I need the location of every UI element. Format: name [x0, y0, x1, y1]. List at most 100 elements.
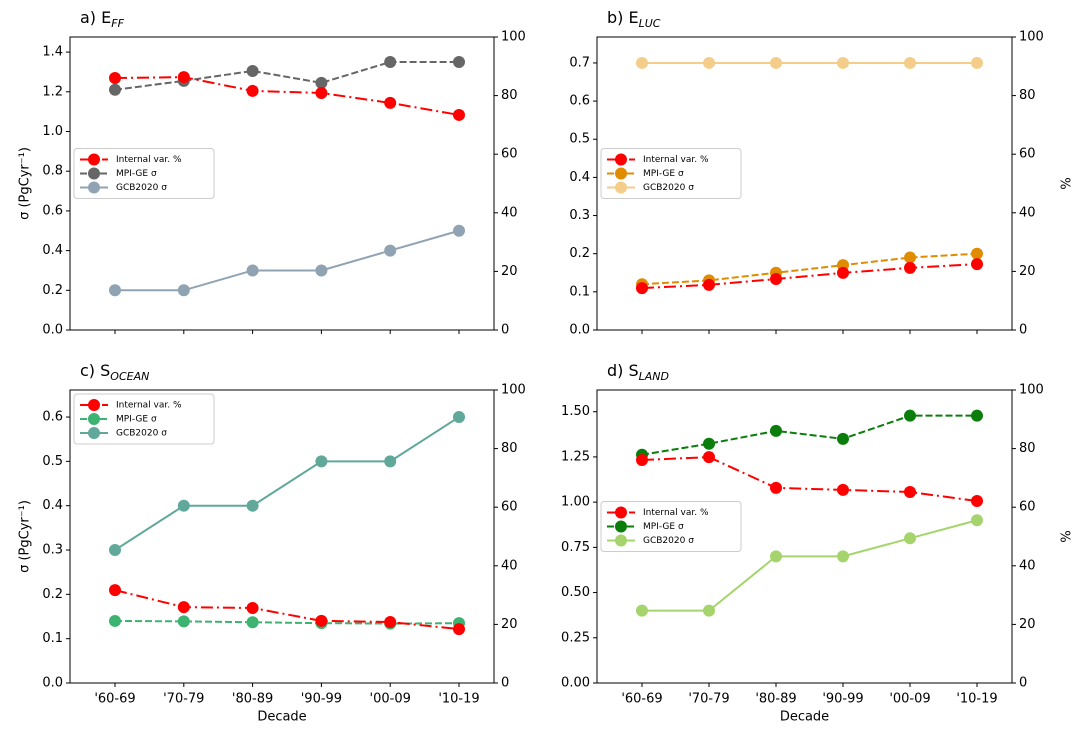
point [246, 84, 259, 97]
y-tick-label: 0.2 [42, 587, 63, 602]
y2-tick-label: 80 [1019, 88, 1036, 103]
legend-label: GCB2020 σ [116, 183, 167, 193]
y-tick-label: 0.6 [42, 203, 63, 218]
series-line [641, 456, 978, 503]
panel-title: b) ELUC [607, 8, 661, 30]
point [703, 278, 715, 291]
y-tick-label: 0.00 [561, 676, 590, 691]
point [384, 56, 397, 69]
y2-tick-label: 100 [1019, 383, 1044, 398]
point [971, 409, 983, 422]
x-axis-label: Decade [780, 710, 829, 725]
legend-box [73, 148, 215, 199]
x-tick-label: '70-79 [163, 692, 204, 707]
point [453, 108, 465, 121]
y-tick-label: 0.8 [42, 164, 63, 179]
legend-marker [615, 534, 627, 547]
y2-tick-label: 60 [501, 147, 518, 162]
plot-frame [596, 36, 1013, 331]
panel: a) EFF 0.0 0.2 0.4 0.6 0.8 1.0 1.2 1.4 0 20 40 60 80 1… [18, 8, 526, 338]
title-subscript: LUC [639, 17, 661, 30]
y-tick-label: 1.00 [561, 495, 590, 510]
title-subscript: OCEAN [110, 370, 149, 383]
legend: Internal var. % MPI-GE σ GCB2020 σ [600, 148, 742, 199]
y2-tick-label: 80 [1019, 441, 1036, 456]
legend-marker [615, 167, 627, 180]
point [770, 550, 782, 563]
point [315, 264, 328, 277]
point [384, 616, 397, 629]
legend-box [600, 148, 742, 199]
series-line [641, 414, 977, 456]
point [177, 71, 190, 84]
y2-tick-label: 60 [501, 500, 518, 515]
point [703, 437, 715, 450]
y2-tick-label: 60 [1019, 147, 1036, 162]
y2-tick-label: 40 [1019, 558, 1036, 573]
series-line [114, 589, 460, 631]
point [904, 56, 916, 69]
y-tick-label: 0.4 [42, 498, 63, 513]
y-tick-label: 0.1 [42, 631, 63, 646]
y-tick-label: 0.5 [569, 132, 590, 147]
point [971, 258, 983, 271]
y-axis-label: σ (PgCyr⁻¹) [18, 147, 33, 220]
y-tick-label: 1.50 [561, 404, 590, 419]
legend-label: MPI-GE σ [643, 522, 684, 532]
legend-marker [88, 167, 100, 180]
y-tick-label: 0.7 [569, 55, 590, 70]
x-tick-label: '90-99 [301, 692, 342, 707]
y2-tick-label: 40 [1019, 205, 1036, 220]
point [703, 451, 715, 464]
point [837, 56, 849, 69]
series-line [641, 252, 978, 286]
y2-axis-label: % [1060, 530, 1075, 542]
plot-frame [596, 389, 1013, 684]
plot-frame [69, 36, 495, 331]
point [837, 432, 849, 445]
y2-tick-label: 0 [501, 323, 509, 338]
y-tick-label: 0.1 [569, 284, 590, 299]
y-tick-label: 0.4 [569, 170, 590, 185]
legend-label: GCB2020 σ [643, 536, 694, 546]
y-tick-label: 0.50 [561, 585, 590, 600]
point [246, 499, 259, 512]
point [904, 485, 916, 498]
legend-label: MPI-GE σ [116, 169, 157, 179]
legend-marker [88, 399, 100, 411]
title-main: d) S [607, 361, 639, 380]
series-line [641, 263, 978, 290]
y-tick-label: 0.5 [42, 454, 63, 469]
y-tick-label: 0.6 [42, 410, 63, 425]
plot-frame [69, 389, 495, 684]
point [971, 495, 983, 508]
point [177, 601, 190, 614]
point [971, 56, 983, 69]
x-tick-label: '10-19 [438, 692, 479, 707]
point [109, 284, 121, 297]
y-tick-label: 0.0 [42, 323, 63, 338]
y-tick-label: 0.3 [42, 543, 63, 558]
legend-marker [615, 520, 627, 533]
legend-marker [88, 413, 100, 425]
legend-label: Internal var. % [643, 508, 709, 518]
series-line [115, 229, 460, 292]
y-tick-label: 0.0 [42, 676, 63, 691]
legend-marker [88, 153, 100, 166]
legend-marker [615, 506, 627, 519]
y-tick-label: 0.2 [569, 246, 590, 261]
x-tick-label: '80-89 [755, 692, 796, 707]
point [384, 96, 397, 109]
y2-tick-label: 40 [501, 205, 518, 220]
point [636, 454, 648, 467]
y2-tick-label: 20 [1019, 617, 1036, 632]
legend-label: MPI-GE σ [116, 415, 157, 425]
legend-marker [88, 181, 100, 194]
point [246, 64, 259, 77]
y-tick-label: 0.4 [42, 243, 63, 258]
point [384, 244, 397, 257]
point [177, 499, 190, 512]
y-tick-label: 0.6 [569, 94, 590, 109]
panel-title: a) EFF [80, 8, 125, 30]
point [315, 76, 328, 89]
